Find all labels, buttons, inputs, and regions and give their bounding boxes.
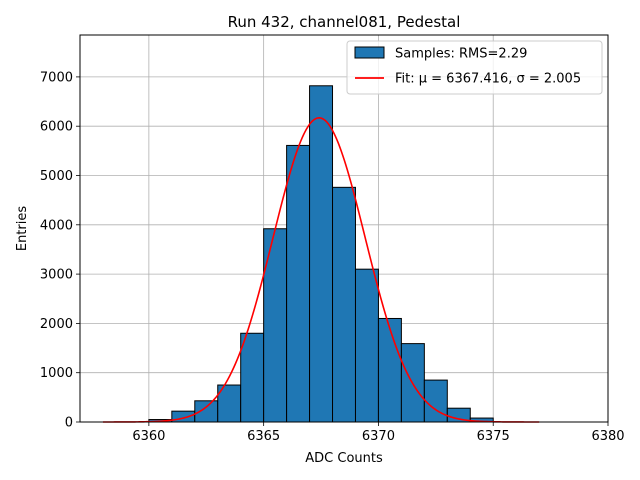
x-tick-label: 6375 — [477, 429, 510, 444]
x-axis-label: ADC Counts — [305, 451, 383, 466]
histogram-bar — [286, 144, 311, 423]
legend-swatch-samples — [354, 46, 385, 59]
histogram-bar — [240, 332, 265, 423]
gaussian-fit-curve — [102, 117, 540, 423]
x-tick-label: 6380 — [591, 429, 624, 444]
legend-box — [346, 40, 603, 95]
histogram-bar — [263, 228, 288, 423]
histogram-bar — [354, 268, 379, 423]
chart-title: Run 432, channel081, Pedestal — [228, 13, 461, 31]
x-tick-label: 6370 — [362, 429, 395, 444]
histogram-bar — [423, 379, 448, 423]
fit-curve-layer — [102, 117, 540, 423]
y-axis-label: Entries — [15, 206, 30, 252]
y-tick-label: 3000 — [40, 268, 73, 283]
plot-frame — [79, 34, 609, 423]
y-tick-label: 4000 — [40, 218, 73, 233]
legend-label-fit: Fit: μ = 6367.416, σ = 2.005 — [395, 72, 581, 87]
y-tick-label: 7000 — [40, 70, 73, 85]
histogram-bar — [377, 317, 402, 423]
histogram-bar — [332, 186, 356, 423]
x-tick-label: 6365 — [247, 429, 280, 444]
y-tick-label: 1000 — [40, 366, 73, 381]
legend-label-samples: Samples: RMS=2.29 — [395, 47, 527, 62]
y-tick-label: 0 — [65, 416, 73, 431]
x-tick-label: 6360 — [132, 429, 165, 444]
legend: Samples: RMS=2.29 Fit: μ = 6367.416, σ =… — [346, 40, 603, 95]
y-tick-label: 2000 — [40, 317, 73, 332]
histogram-bar — [309, 85, 334, 423]
y-tick-label: 5000 — [40, 169, 73, 184]
y-tick-label: 6000 — [40, 120, 73, 135]
histogram-bars — [148, 85, 494, 423]
axis-ticks: 6360 6365 6370 6375 6380 0 1000 2000 3000 4000 500… — [40, 70, 625, 444]
histogram-bar — [194, 400, 219, 423]
